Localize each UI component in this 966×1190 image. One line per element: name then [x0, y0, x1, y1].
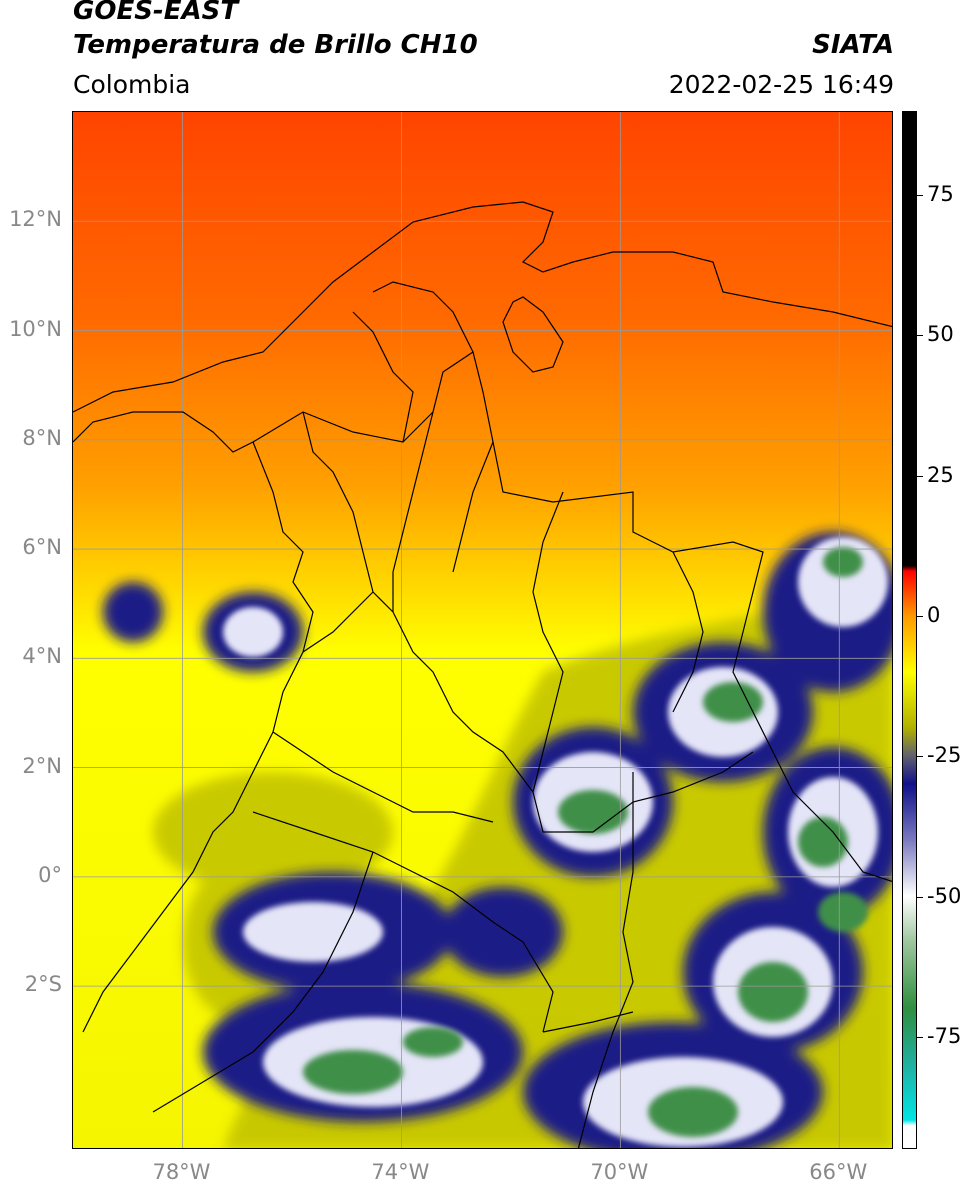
- colorbar-tick: [917, 1036, 923, 1038]
- colorbar-tick-label: 25: [927, 462, 954, 487]
- lon-tick-label: 66°W: [809, 1160, 868, 1184]
- colorbar-tick: [917, 475, 923, 477]
- agency-label: SIATA: [812, 30, 894, 60]
- colorbar-tick-label: 75: [927, 182, 954, 207]
- lon-tick-label: 78°W: [152, 1160, 211, 1184]
- region-label: Colombia: [73, 70, 191, 99]
- datetime-label: 2022-02-25 16:49: [668, 70, 894, 99]
- colorbar: [902, 111, 917, 1149]
- lat-tick-label: 2°N: [22, 753, 62, 778]
- satellite-title: GOES-EAST: [73, 0, 239, 26]
- colorbar-tick: [917, 195, 923, 197]
- lat-tick-label: 10°N: [9, 316, 62, 341]
- lat-tick-label: 4°N: [22, 644, 62, 669]
- lon-tick-label: 74°W: [371, 1160, 430, 1184]
- colorbar-tick: [917, 896, 923, 898]
- lat-tick-label: 0°: [38, 862, 62, 887]
- graticule: [73, 112, 892, 1148]
- colorbar-tick: [917, 615, 923, 617]
- lat-tick-label: 2°S: [24, 972, 62, 997]
- colorbar-tick-label: 50: [927, 322, 954, 347]
- lat-tick-label: 12°N: [9, 207, 62, 232]
- lat-tick-label: 8°N: [22, 425, 62, 450]
- colorbar-tick-label: -75: [927, 1023, 962, 1048]
- colorbar-tick-label: -50: [927, 883, 962, 908]
- colorbar-tick: [917, 756, 923, 758]
- product-title: Temperatura de Brillo CH10: [73, 30, 478, 60]
- colorbar-tick-label: 0: [927, 602, 941, 627]
- coastlines-and-borders: [73, 201, 892, 1148]
- lon-tick-label: 70°W: [590, 1160, 649, 1184]
- colorbar-tick: [917, 335, 923, 337]
- colorbar-tick-label: -25: [927, 743, 962, 768]
- lat-tick-label: 6°N: [22, 535, 62, 560]
- brightness-temperature-map[interactable]: [73, 112, 893, 1149]
- map-panel[interactable]: [72, 111, 893, 1149]
- green-cold-cores: [303, 547, 868, 1137]
